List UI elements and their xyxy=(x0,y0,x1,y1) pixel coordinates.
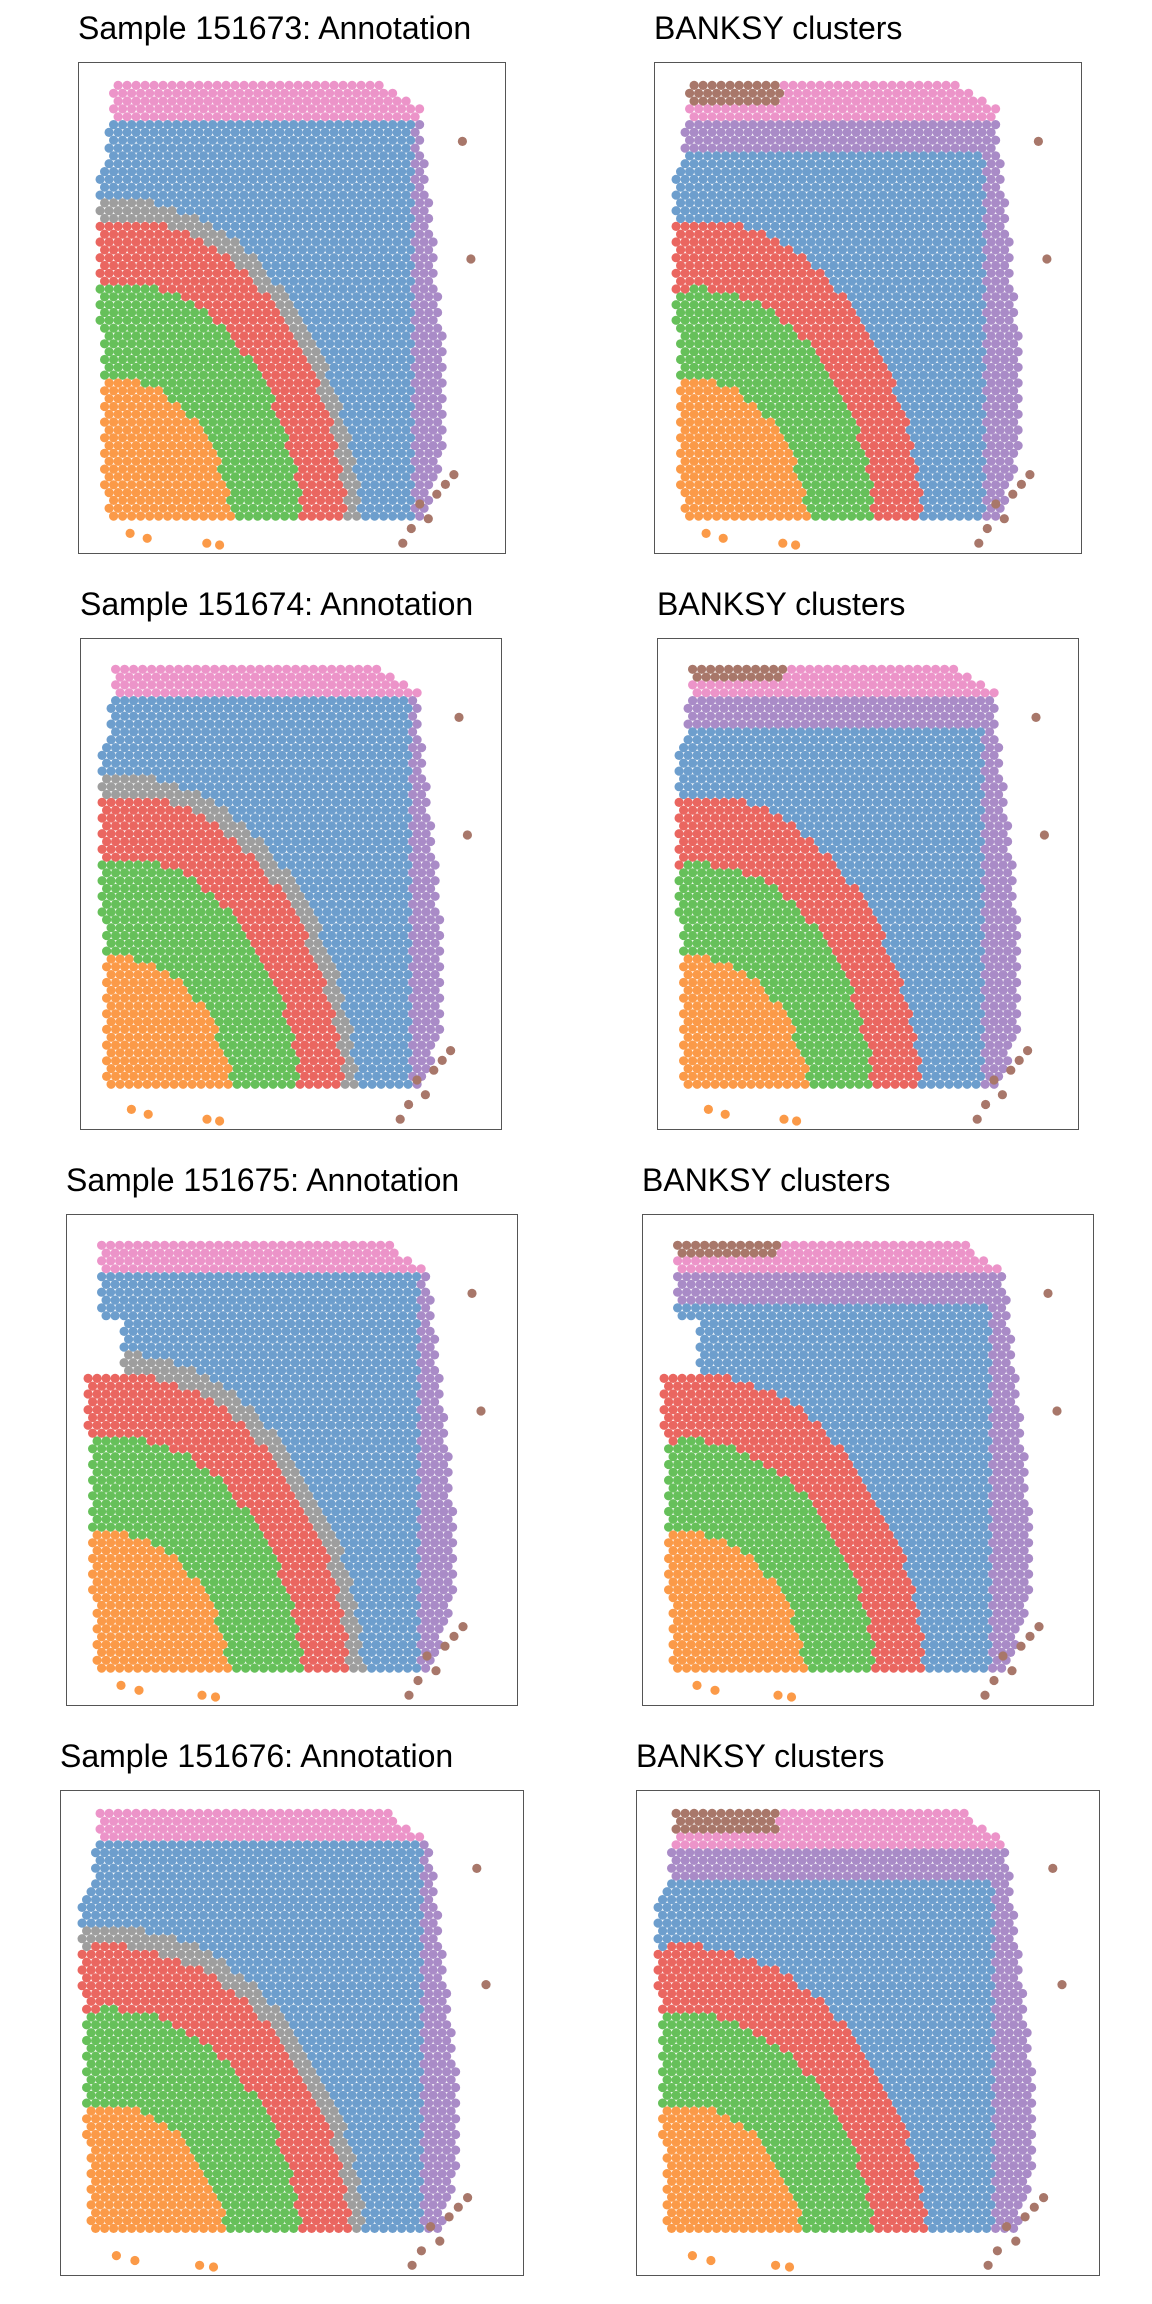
annotation-title: Sample 151673: Annotation xyxy=(78,10,472,46)
banksy-title: BANKSY clusters xyxy=(642,1162,891,1198)
annotation-panel xyxy=(66,1214,518,1706)
banksy-panel xyxy=(642,1214,1094,1706)
annotation-title: Sample 151674: Annotation xyxy=(80,586,474,622)
spot-map xyxy=(674,664,1049,1126)
spot-map xyxy=(653,1808,1067,2272)
spot-map xyxy=(83,1240,486,1702)
banksy-title: BANKSY clusters xyxy=(636,1738,885,1774)
banksy-title: BANKSY clusters xyxy=(654,10,903,46)
banksy-panel xyxy=(654,62,1082,554)
spot-map xyxy=(95,80,476,550)
annotation-title: Sample 151676: Annotation xyxy=(60,1738,454,1774)
banksy-panel xyxy=(657,638,1079,1130)
annotation-panel xyxy=(80,638,502,1130)
spot-map xyxy=(97,664,472,1126)
annotation-title: Sample 151675: Annotation xyxy=(66,1162,460,1198)
spot-map xyxy=(77,1808,491,2272)
banksy-title: BANKSY clusters xyxy=(657,586,906,622)
spot-map xyxy=(671,80,1052,550)
banksy-panel xyxy=(636,1790,1100,2276)
spot-map xyxy=(659,1240,1062,1702)
annotation-panel xyxy=(78,62,506,554)
annotation-panel xyxy=(60,1790,524,2276)
